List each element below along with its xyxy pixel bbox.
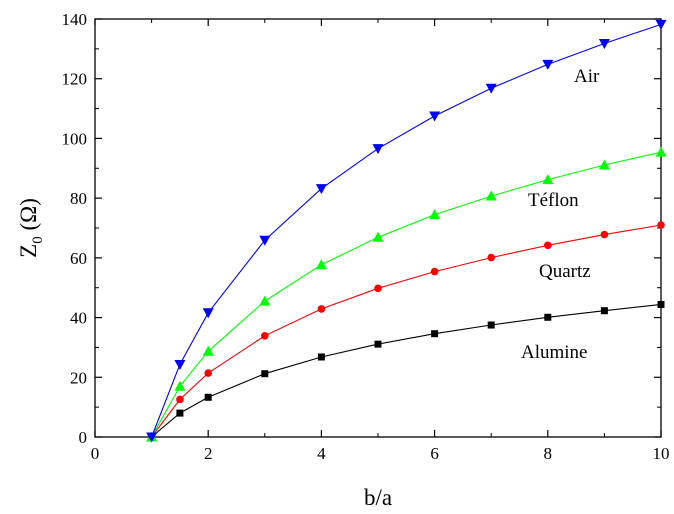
series-line-alumine bbox=[151, 303, 662, 438]
x-tick-label: 2 bbox=[204, 444, 213, 463]
data-point-quartz bbox=[176, 395, 184, 404]
y-tick-label: 80 bbox=[70, 189, 87, 208]
data-point-teflon bbox=[542, 174, 554, 185]
data-point-teflon bbox=[315, 259, 327, 270]
data-point-air bbox=[598, 38, 610, 49]
x-tick-label: 4 bbox=[317, 444, 326, 463]
data-point-quartz bbox=[204, 369, 212, 377]
data-point-teflon bbox=[429, 209, 441, 220]
data-point-air bbox=[202, 308, 214, 319]
series-label-alumine: Alumine bbox=[521, 342, 588, 363]
y-tick-label: 20 bbox=[70, 368, 87, 387]
x-axis-title: b/a bbox=[364, 485, 392, 510]
data-point-quartz bbox=[487, 253, 496, 262]
data-point-quartz bbox=[600, 230, 609, 239]
series-line-quartz bbox=[151, 224, 662, 438]
data-point-quartz bbox=[374, 284, 382, 293]
x-tick-label: 6 bbox=[430, 444, 439, 463]
data-point-alumine bbox=[261, 370, 269, 378]
data-point-air bbox=[174, 359, 186, 370]
data-point-teflon bbox=[598, 159, 610, 170]
data-point-alumine bbox=[204, 393, 212, 401]
y-axis-title-subscript: 0 bbox=[30, 236, 46, 244]
series-label-quartz: Quartz bbox=[539, 261, 591, 282]
data-point-teflon bbox=[372, 231, 384, 242]
data-point-air bbox=[315, 184, 327, 195]
data-point-air bbox=[146, 432, 158, 443]
data-point-alumine bbox=[487, 321, 495, 329]
data-point-alumine bbox=[317, 353, 325, 361]
y-axis-title-main: Z bbox=[16, 244, 41, 258]
data-point-teflon bbox=[485, 190, 497, 201]
y-tick-label: 0 bbox=[79, 428, 88, 447]
y-tick-label: 120 bbox=[62, 70, 88, 89]
data-point-alumine bbox=[431, 330, 439, 338]
y-axis-title-unit: (Ω) bbox=[16, 198, 41, 236]
x-tick-label: 10 bbox=[653, 444, 670, 463]
y-axis-title: Z0 (Ω) bbox=[16, 198, 46, 258]
data-point-alumine bbox=[600, 307, 608, 315]
data-point-teflon bbox=[259, 295, 271, 306]
data-point-air bbox=[259, 235, 271, 246]
y-tick-label: 40 bbox=[70, 309, 87, 328]
series-label-air: Air bbox=[574, 66, 600, 87]
data-point-air bbox=[429, 111, 441, 122]
data-point-quartz bbox=[317, 305, 326, 313]
data-point-quartz bbox=[430, 267, 439, 276]
x-tick-label: 8 bbox=[544, 444, 553, 463]
y-tick-label: 60 bbox=[70, 249, 87, 268]
data-point-teflon bbox=[202, 345, 214, 356]
data-point-alumine bbox=[176, 409, 184, 417]
data-point-teflon bbox=[174, 380, 186, 391]
series-label-teflon: Téflon bbox=[528, 190, 579, 211]
series-air bbox=[146, 19, 667, 443]
data-point-air bbox=[655, 19, 667, 30]
data-point-air bbox=[372, 144, 384, 155]
y-tick-label: 100 bbox=[62, 129, 88, 148]
series-line-teflon bbox=[151, 151, 662, 438]
data-point-air bbox=[542, 59, 554, 70]
series-teflon bbox=[146, 146, 667, 442]
data-point-alumine bbox=[657, 300, 665, 308]
data-point-teflon bbox=[655, 146, 667, 157]
data-point-alumine bbox=[374, 340, 382, 348]
y-tick-label: 140 bbox=[62, 10, 88, 29]
data-point-quartz bbox=[261, 331, 269, 340]
x-tick-label: 0 bbox=[91, 444, 100, 463]
data-point-air bbox=[485, 83, 497, 94]
series-quartz bbox=[147, 221, 665, 441]
series-layer bbox=[146, 19, 667, 443]
data-point-quartz bbox=[657, 221, 665, 229]
data-point-quartz bbox=[544, 241, 552, 250]
data-point-alumine bbox=[544, 313, 552, 321]
series-alumine bbox=[148, 300, 665, 441]
